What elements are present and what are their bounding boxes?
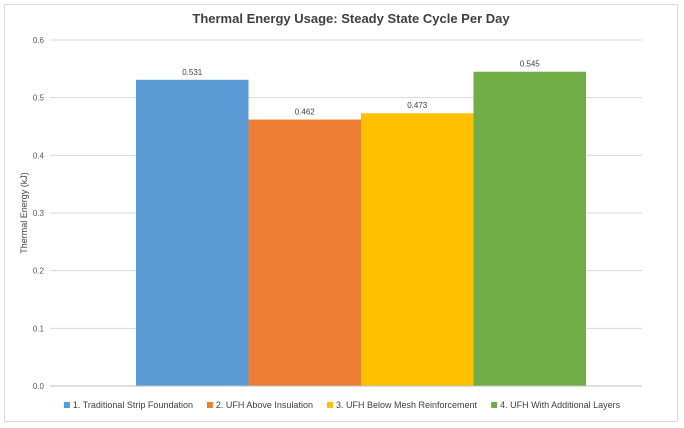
- y-tick-label: 0.1: [33, 324, 45, 333]
- legend: 1. Traditional Strip Foundation 2. UFH Ab…: [63, 400, 621, 410]
- y-tick-label: 0.0: [33, 382, 45, 391]
- legend-label: 4. UFH With Additional Layers: [500, 400, 621, 410]
- data-label-series-1: 0.531: [182, 68, 203, 77]
- y-tick-label: 0.3: [33, 209, 45, 218]
- legend-swatch: [491, 402, 498, 408]
- chart-title: Thermal Energy Usage: Steady State Cycle…: [192, 11, 510, 26]
- y-tick-label: 0.5: [33, 94, 45, 103]
- bar-series-4: [473, 71, 586, 386]
- legend-swatch: [327, 402, 333, 408]
- data-label-series-4: 0.545: [520, 60, 541, 69]
- legend-item-2: 2. UFH Above Insulation: [206, 400, 313, 410]
- legend-label: 3. UFH Below Mesh Reinforcement: [336, 400, 478, 410]
- y-tick-label: 0.2: [33, 267, 45, 276]
- legend-item-1: 1. Traditional Strip Foundation: [63, 400, 193, 410]
- legend-label: 1. Traditional Strip Foundation: [73, 400, 193, 410]
- y-tick-label: 0.4: [33, 151, 45, 160]
- data-label-series-2: 0.462: [295, 108, 316, 117]
- y-axis-ticks: 0.0 0.1 0.2 0.3 0.4 0.5 0.6: [33, 36, 45, 391]
- y-axis-label: Thermal Energy (kJ): [19, 172, 29, 254]
- bar-series-3: [361, 113, 474, 386]
- data-label-series-3: 0.473: [407, 101, 428, 110]
- legend-item-3: 3. UFH Below Mesh Reinforcement: [327, 400, 478, 410]
- data-labels: 0.531 0.462 0.473 0.545: [182, 60, 540, 117]
- bar-series-2: [248, 119, 361, 386]
- y-tick-label: 0.6: [33, 36, 45, 45]
- legend-label: 2. UFH Above Insulation: [216, 400, 313, 410]
- legend-item-4: 4. UFH With Additional Layers: [491, 400, 621, 410]
- legend-swatch: [63, 402, 70, 408]
- legend-swatch: [206, 402, 213, 408]
- bars: [136, 71, 586, 386]
- bar-series-1: [136, 79, 249, 386]
